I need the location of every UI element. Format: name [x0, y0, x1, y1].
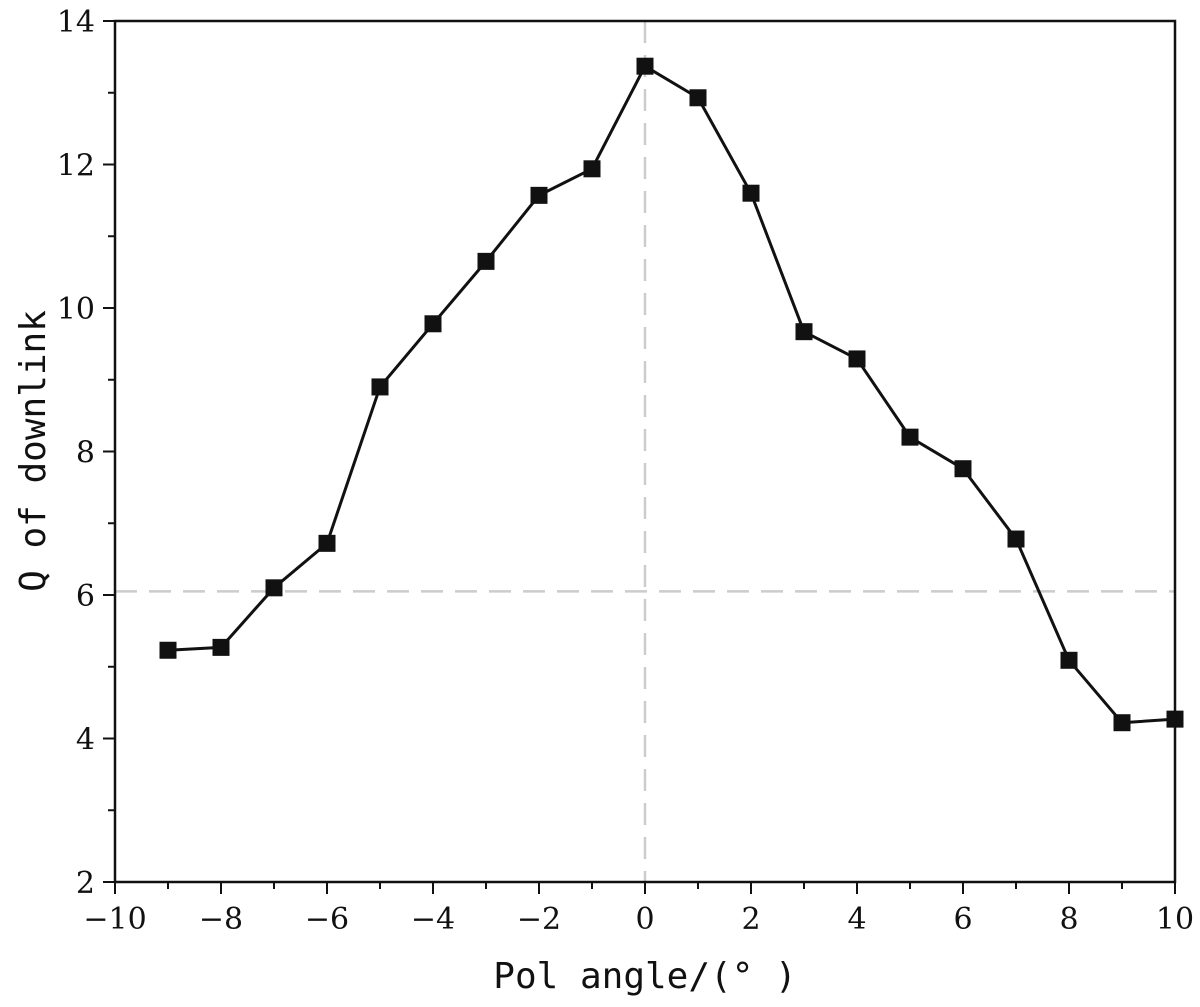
data-point-marker: [265, 579, 283, 597]
x-tick-label: 4: [847, 902, 866, 937]
data-point-marker: [1113, 714, 1131, 732]
y-tick-label: 8: [76, 436, 95, 471]
x-tick-label: −10: [83, 902, 146, 937]
data-point-marker: [424, 315, 442, 333]
data-point-marker: [159, 641, 177, 659]
data-point-marker: [477, 252, 495, 270]
y-tick-label: 2: [76, 866, 95, 901]
x-axis-title: Pol angle/(° ): [493, 956, 796, 997]
data-point-marker: [1060, 651, 1078, 669]
data-point-marker: [530, 186, 548, 204]
data-point-marker: [1007, 530, 1025, 548]
x-tick-label: 6: [953, 902, 972, 937]
data-point-marker: [954, 460, 972, 478]
data-point-marker: [795, 323, 813, 341]
series-line: [167, 64, 1176, 725]
x-tick-label: −8: [199, 902, 243, 937]
axis-ticks: [103, 20, 1176, 894]
y-tick-label: 14: [57, 5, 95, 40]
data-point-marker: [689, 89, 707, 107]
y-tick-label: 4: [76, 723, 95, 758]
plot-area-frame: [113, 19, 1177, 884]
data-point-marker: [742, 184, 760, 202]
data-point-marker: [848, 350, 866, 368]
x-tick-label: 0: [635, 902, 654, 937]
x-tick-label: 2: [741, 902, 760, 937]
y-tick-label: 10: [57, 292, 95, 327]
x-tick-label: −4: [411, 902, 455, 937]
data-point-marker: [583, 160, 601, 178]
x-tick-label: −6: [305, 902, 349, 937]
data-point-marker: [318, 534, 336, 552]
y-tick-label: 12: [57, 149, 95, 184]
tick-labels: −10 −8 −6 −4 −2 0 2 4 6 8 10 2 4 6 8 10 12 14: [57, 5, 1194, 937]
x-tick-label: −2: [517, 902, 561, 937]
data-point-marker: [371, 378, 389, 396]
x-tick-label: 8: [1059, 902, 1078, 937]
data-series: [159, 57, 1184, 732]
data-point-marker: [901, 428, 919, 446]
y-axis-title: Q of downlink: [13, 310, 54, 592]
y-tick-label: 6: [76, 579, 95, 614]
reference-lines: [115, 21, 1175, 882]
data-point-marker: [212, 638, 230, 656]
data-point-marker: [636, 57, 654, 75]
x-tick-label: 10: [1156, 902, 1194, 937]
